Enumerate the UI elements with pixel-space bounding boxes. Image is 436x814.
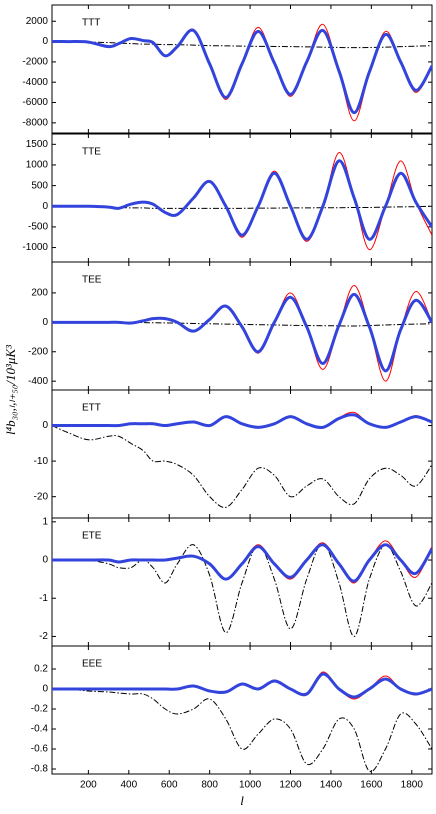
panel-title: ETT (82, 403, 101, 414)
y-axis-label: l⁴b₃₀,ₗ,ₗ₊₅₀/10³μK³ (3, 344, 18, 435)
y-tick-label: -0.4 (31, 724, 49, 735)
y-tick-label: -20 (34, 491, 49, 502)
y-tick-label: -1 (39, 593, 48, 604)
y-tick-label: -4000 (22, 77, 48, 88)
x-tick-label: 200 (80, 780, 97, 791)
y-tick-label: -0.8 (31, 764, 49, 775)
panel: ETE 1 0 -1 -2 (39, 516, 433, 647)
y-tick-label: 1000 (26, 160, 49, 171)
y-tick-label: 2000 (26, 16, 49, 27)
panel-title: TEE (82, 275, 102, 286)
y-tick-label: -200 (28, 346, 48, 357)
series-line (52, 688, 432, 772)
y-tick-label: 500 (31, 180, 48, 191)
series-line (52, 542, 432, 637)
x-tick-label: 1800 (401, 780, 424, 791)
plot-frame (51, 645, 433, 775)
y-tick-label: 0 (42, 684, 48, 695)
y-tick-label: 1500 (26, 139, 49, 150)
series-line (52, 23, 432, 122)
x-tick-label: 400 (120, 780, 137, 791)
series-line (52, 543, 432, 583)
y-tick-label: 0 (42, 317, 48, 328)
y-tick-label: 0 (42, 555, 48, 566)
panel: EEE 0.2 0 -0.2 -0.4 -0.6 -0.8 200 400 600 800 1000 1… (31, 645, 433, 808)
panel-title: TTT (82, 18, 100, 29)
x-tick-label: 1400 (320, 780, 343, 791)
y-tick-label: -2000 (22, 57, 48, 68)
y-tick-label: -2 (39, 631, 48, 642)
panel: TTT 2000 0 -2000 -4000 -6000 -8000 (22, 4, 433, 134)
y-tick-label: -0.2 (31, 704, 49, 715)
y-tick-label: 0 (42, 36, 48, 47)
panel-title: ETE (82, 531, 102, 542)
y-tick-label: -500 (28, 222, 48, 233)
panel: ETT 0 -10 -20 (34, 389, 433, 519)
y-tick-label: -10 (34, 456, 49, 467)
series-line (52, 41, 432, 49)
y-tick-label: -0.6 (31, 744, 49, 755)
y-tick-label: -8000 (22, 117, 48, 128)
series-line (52, 159, 432, 241)
x-tick-label: 800 (201, 780, 218, 791)
y-tick-label: -1000 (22, 242, 48, 253)
x-tick-label: 1000 (239, 780, 262, 791)
series-line (52, 292, 432, 373)
panel-title: EEE (82, 659, 102, 670)
y-tick-label: 0 (42, 201, 48, 212)
y-tick-label: 200 (31, 288, 48, 299)
y-tick-label: -400 (28, 376, 48, 387)
y-tick-label: 1 (42, 516, 48, 527)
x-tick-label: 600 (161, 780, 178, 791)
panel-title: TTE (82, 147, 101, 158)
series-line (52, 285, 432, 382)
panel: TEE 200 0 -200 -400 (28, 261, 433, 391)
plot-frame (51, 389, 433, 519)
x-tick-label: 1600 (360, 780, 383, 791)
series-line (52, 672, 432, 699)
series-line (52, 205, 432, 209)
panel: TTE 1500 1000 500 0 -500 -1000 (22, 133, 433, 263)
plot-frame (51, 4, 433, 134)
y-tick-label: 0 (42, 420, 48, 431)
y-tick-label: 0.2 (34, 664, 48, 675)
x-axis-label: l (240, 793, 244, 808)
x-tick-label: 1200 (279, 780, 302, 791)
y-tick-label: -6000 (22, 97, 48, 108)
series-line (52, 413, 432, 430)
series-line (52, 28, 432, 115)
series-line (52, 425, 432, 508)
